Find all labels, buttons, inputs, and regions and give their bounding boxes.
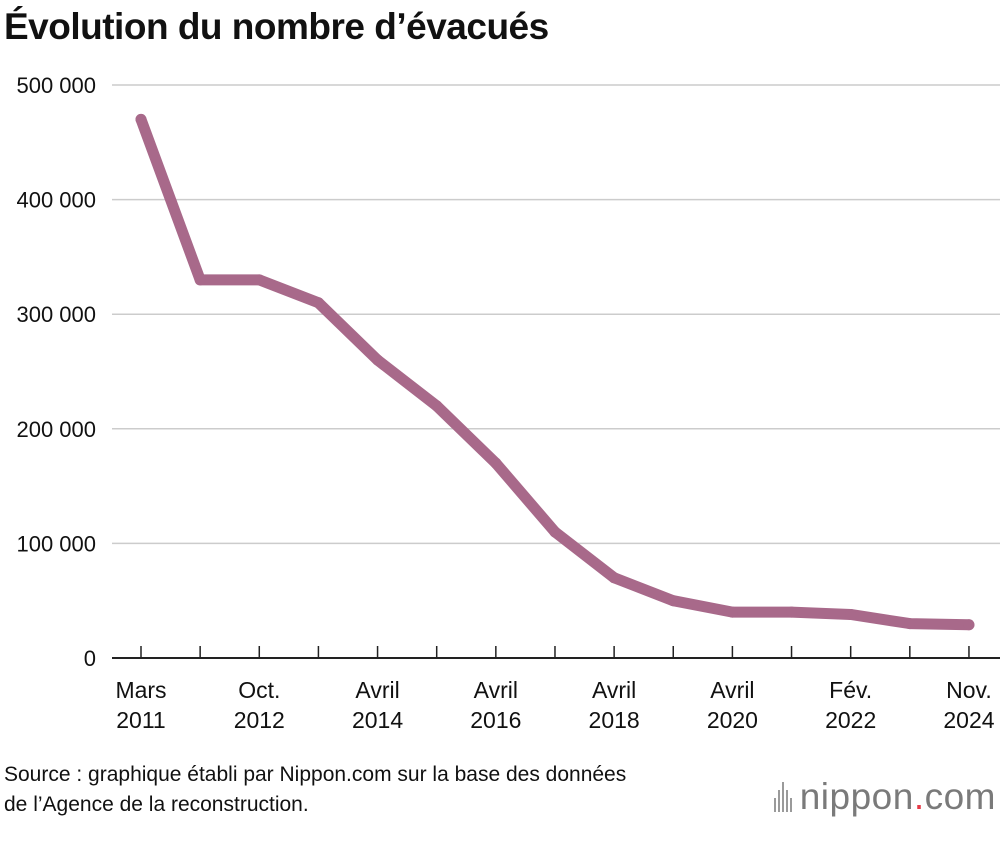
x-tick-label-line1: Oct. — [238, 677, 280, 703]
y-tick-label: 100 000 — [16, 531, 96, 556]
x-tick-label-line1: Avril — [474, 677, 518, 703]
data-point — [667, 595, 679, 607]
y-tick-label: 500 000 — [16, 73, 96, 98]
data-point — [431, 400, 443, 412]
x-tick-label-line1: Avril — [710, 677, 754, 703]
x-tick-label: Mars 2011 — [115, 677, 166, 733]
data-point — [372, 354, 384, 366]
x-tick-label-line2: 2012 — [234, 707, 285, 733]
data-point — [490, 457, 502, 469]
x-tick-label: Avril 2018 — [589, 677, 640, 733]
x-tick-label-line1: Avril — [592, 677, 636, 703]
x-tick-label-line2: 2016 — [470, 707, 521, 733]
data-point — [253, 274, 265, 286]
logo-dot: . — [913, 776, 925, 817]
x-tick-label: Nov. 2024 — [943, 677, 994, 733]
y-tick-label: 200 000 — [16, 417, 96, 442]
y-tick-label: 400 000 — [16, 188, 96, 213]
data-point — [845, 608, 857, 620]
series-line — [135, 113, 975, 631]
data-point — [963, 619, 975, 631]
source-note: Source : graphique établi par Nippon.com… — [4, 760, 784, 820]
data-point — [312, 297, 324, 309]
x-tick-label-line1: Avril — [355, 677, 399, 703]
logo-name: nippon — [799, 776, 914, 817]
nippon-logo: nippon. com — [773, 776, 996, 818]
x-tick-label-line1: Mars — [115, 677, 166, 703]
y-tick-label: 0 — [84, 646, 96, 671]
x-tick-label-line2: 2020 — [707, 707, 758, 733]
x-tick-label-line2: 2022 — [825, 707, 876, 733]
x-tick-label: Avril 2020 — [707, 677, 758, 733]
x-tick-label: Fév. 2022 — [825, 677, 876, 733]
x-tick-label: Oct. 2012 — [234, 677, 285, 733]
y-tick-label: 300 000 — [16, 302, 96, 327]
data-point — [904, 618, 916, 630]
series-layer — [135, 113, 975, 631]
data-point — [135, 113, 147, 125]
x-tick-label: Avril 2014 — [352, 677, 403, 733]
data-point — [549, 526, 561, 538]
x-axis — [112, 646, 1000, 659]
line-chart: 0 100 000 200 000 300 000 400 000 500 000 Mar… — [16, 73, 1000, 733]
x-tick-label-line2: 2011 — [116, 707, 165, 733]
y-axis-ticks: 0 100 000 200 000 300 000 400 000 500 000 — [16, 73, 96, 671]
x-tick-label-line1: Nov. — [946, 677, 992, 703]
source-line-2: de l’Agence de la reconstruction. — [4, 793, 309, 816]
x-tick-label-line1: Fév. — [829, 677, 872, 703]
logo-suffix: com — [924, 776, 996, 817]
data-point — [726, 606, 738, 618]
data-point — [786, 606, 798, 618]
data-point — [194, 274, 206, 286]
chart-title: Évolution du nombre d’évacués — [4, 6, 549, 47]
data-point — [608, 572, 620, 584]
x-axis-ticks: Mars 2011 Oct. 2012 Avril 2014 Avril 2016 Avril 2… — [115, 677, 994, 733]
x-tick-label-line2: 2018 — [589, 707, 640, 733]
source-line-1: Source : graphique établi par Nippon.com… — [4, 763, 627, 786]
x-tick-label: Avril 2016 — [470, 677, 521, 733]
x-tick-label-line2: 2014 — [352, 707, 403, 733]
x-tick-label-line2: 2024 — [943, 707, 994, 733]
grid-lines — [112, 84, 1000, 545]
nippon-bars-icon — [773, 782, 792, 812]
